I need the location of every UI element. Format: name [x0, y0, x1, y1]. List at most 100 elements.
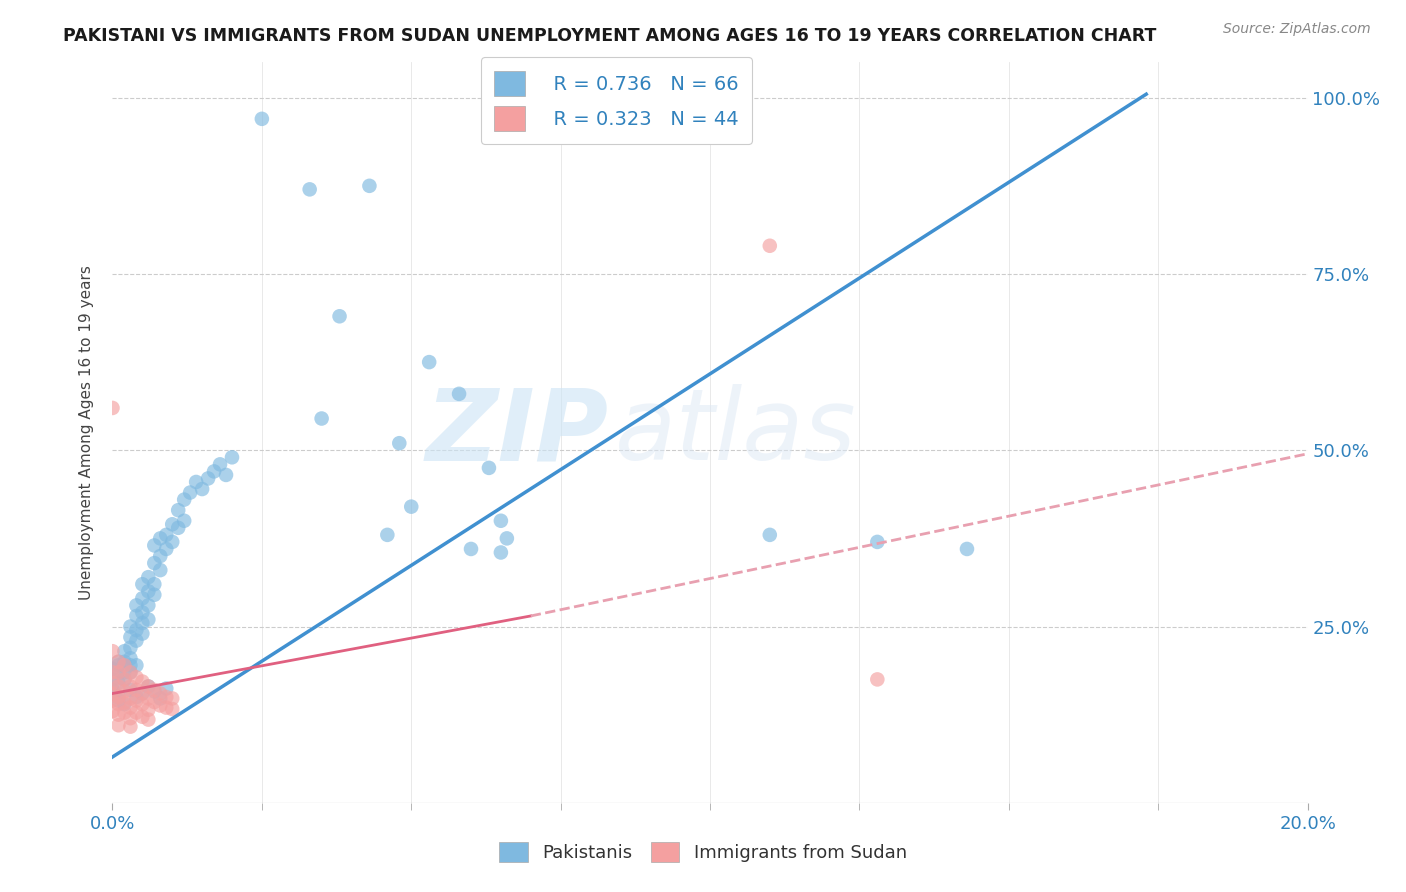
- Point: [162, 691, 183, 706]
- Text: Source: ZipAtlas.com: Source: ZipAtlas.com: [1223, 22, 1371, 37]
- Point: [956, 541, 979, 556]
- Point: [138, 703, 160, 717]
- Point: [125, 609, 148, 624]
- Point: [250, 112, 273, 126]
- Point: [418, 355, 440, 369]
- Point: [131, 606, 153, 620]
- Point: [101, 662, 124, 676]
- Point: [759, 528, 782, 542]
- Point: [143, 538, 166, 552]
- Point: [120, 630, 142, 644]
- Point: [186, 475, 208, 489]
- Y-axis label: Unemployment Among Ages 16 to 19 years: Unemployment Among Ages 16 to 19 years: [79, 265, 94, 600]
- Point: [162, 535, 183, 549]
- Point: [107, 707, 129, 722]
- Point: [101, 665, 124, 680]
- Point: [114, 706, 135, 720]
- Point: [101, 676, 124, 690]
- Point: [120, 658, 142, 673]
- Point: [125, 693, 148, 707]
- Point: [131, 626, 153, 640]
- Point: [120, 651, 142, 665]
- Point: [155, 541, 177, 556]
- Point: [125, 633, 148, 648]
- Point: [173, 492, 195, 507]
- Point: [311, 411, 333, 425]
- Point: [120, 691, 142, 706]
- Point: [114, 673, 135, 687]
- Point: [162, 517, 183, 532]
- Point: [107, 658, 129, 673]
- Point: [107, 718, 129, 732]
- Point: [120, 711, 142, 725]
- Point: [449, 387, 471, 401]
- Point: [125, 683, 148, 698]
- Point: [120, 720, 142, 734]
- Point: [298, 182, 321, 196]
- Point: [125, 670, 148, 684]
- Point: [131, 710, 153, 724]
- Point: [101, 686, 124, 700]
- Point: [202, 464, 225, 478]
- Point: [197, 471, 219, 485]
- Point: [866, 535, 889, 549]
- Point: [143, 577, 166, 591]
- Point: [149, 563, 172, 577]
- Point: [131, 615, 153, 630]
- Point: [401, 500, 423, 514]
- Point: [496, 532, 519, 546]
- Point: [101, 693, 124, 707]
- Point: [138, 680, 160, 694]
- Point: [114, 697, 135, 711]
- Text: atlas: atlas: [614, 384, 856, 481]
- Point: [155, 700, 177, 714]
- Point: [107, 665, 129, 680]
- Point: [114, 655, 135, 669]
- Point: [131, 591, 153, 606]
- Point: [107, 690, 129, 704]
- Point: [215, 467, 238, 482]
- Point: [120, 683, 142, 698]
- Point: [460, 541, 482, 556]
- Point: [101, 401, 124, 415]
- Point: [114, 665, 135, 680]
- Point: [131, 686, 153, 700]
- Point: [209, 458, 232, 472]
- Point: [155, 528, 177, 542]
- Point: [149, 549, 172, 563]
- Point: [221, 450, 243, 465]
- Point: [107, 680, 129, 694]
- Point: [114, 673, 135, 687]
- Point: [131, 697, 153, 711]
- Point: [107, 665, 129, 680]
- Point: [149, 686, 172, 700]
- Point: [149, 532, 172, 546]
- Point: [107, 693, 129, 707]
- Point: [143, 684, 166, 698]
- Point: [155, 690, 177, 704]
- Point: [125, 706, 148, 720]
- Point: [107, 655, 129, 669]
- Point: [131, 577, 153, 591]
- Point: [138, 612, 160, 626]
- Point: [101, 683, 124, 698]
- Legend: Pakistanis, Immigrants from Sudan: Pakistanis, Immigrants from Sudan: [492, 834, 914, 870]
- Point: [155, 681, 177, 696]
- Legend:   R = 0.736   N = 66,   R = 0.323   N = 44: R = 0.736 N = 66, R = 0.323 N = 44: [481, 57, 752, 145]
- Point: [101, 704, 124, 718]
- Point: [114, 644, 135, 658]
- Point: [125, 623, 148, 637]
- Point: [478, 461, 501, 475]
- Point: [125, 599, 148, 613]
- Point: [101, 673, 124, 687]
- Point: [143, 556, 166, 570]
- Point: [173, 514, 195, 528]
- Point: [101, 644, 124, 658]
- Text: ZIP: ZIP: [426, 384, 609, 481]
- Point: [138, 584, 160, 599]
- Point: [120, 665, 142, 680]
- Point: [120, 619, 142, 633]
- Point: [143, 695, 166, 709]
- Point: [143, 588, 166, 602]
- Point: [138, 599, 160, 613]
